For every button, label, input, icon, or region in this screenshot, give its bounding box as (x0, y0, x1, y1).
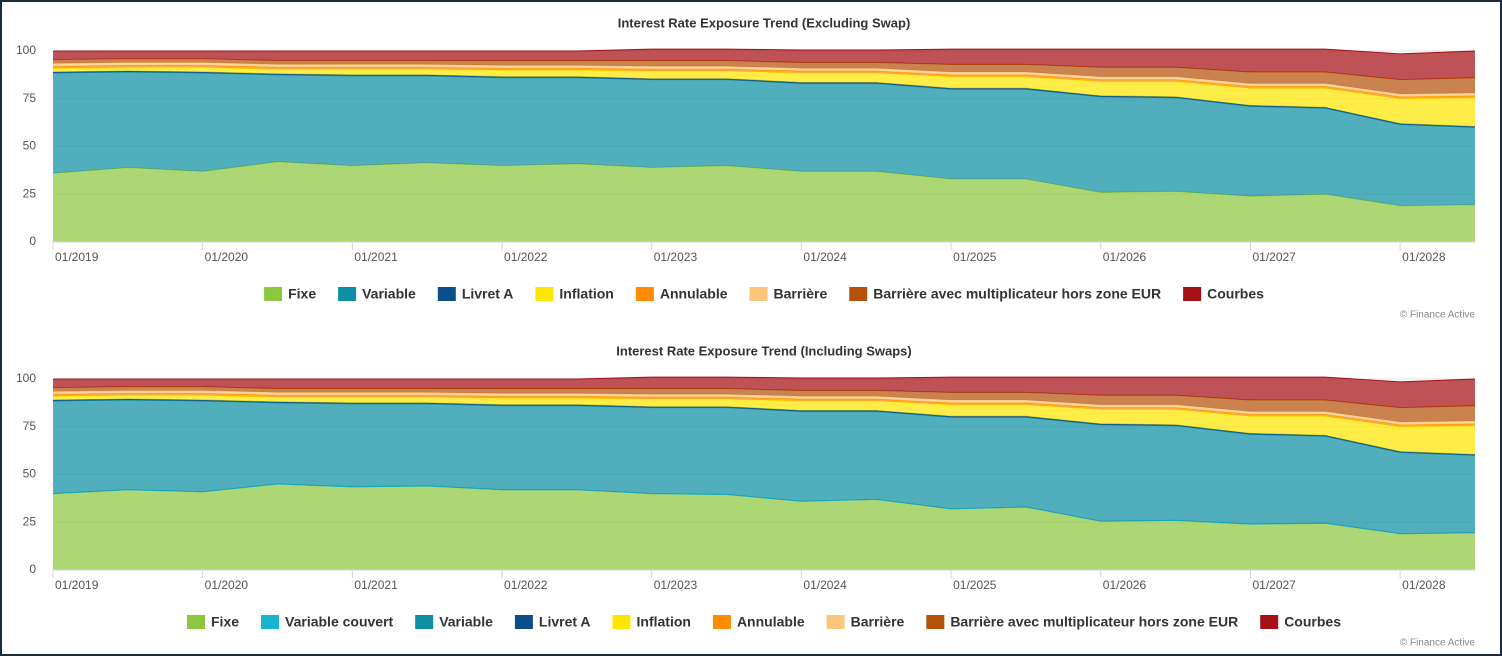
legend-swatch (926, 615, 945, 629)
y-tick-label: 25 (23, 186, 37, 200)
legend-swatch (338, 287, 357, 301)
x-tick-label: 01/2028 (1402, 250, 1446, 264)
area (53, 399, 1475, 456)
x-tick-label: 01/2019 (55, 250, 99, 264)
area (53, 71, 1475, 128)
x-tick-label: 01/2022 (504, 250, 548, 264)
chart-title: Interest Rate Exposure Trend (Including … (616, 343, 911, 358)
y-tick-label: 100 (16, 371, 36, 385)
area (53, 161, 1475, 242)
legend-swatch (415, 615, 434, 629)
legend: Fixe Variable couvert Variable Livret A Infl… (187, 614, 1341, 630)
y-tick-label: 100 (16, 43, 36, 57)
area (53, 62, 1475, 97)
area (53, 390, 1475, 425)
legend-label: Barrière (774, 286, 828, 302)
legend-swatch (261, 615, 280, 629)
legend-label: Barrière avec multiplicateur hors zone E… (950, 614, 1238, 630)
x-tick-label: 01/2022 (504, 578, 548, 592)
legend-swatch (712, 615, 731, 629)
legend-swatch (437, 287, 456, 301)
legend: Fixe Variable Livret A Inflation Annulable Ba… (264, 286, 1264, 302)
x-tick-label: 01/2024 (803, 578, 847, 592)
legend-label: Livret A (539, 614, 591, 630)
x-tick-label: 01/2026 (1103, 250, 1147, 264)
x-tick-label: 01/2019 (55, 578, 99, 592)
legend-label: Annulable (660, 286, 728, 302)
y-tick-label: 50 (23, 139, 37, 153)
credit: © Finance Active (1400, 310, 1476, 321)
chart-title: Interest Rate Exposure Trend (Excluding … (618, 15, 911, 30)
legend-swatch (749, 287, 768, 301)
legend-label: Courbes (1207, 286, 1264, 302)
legend-label: Annulable (737, 614, 805, 630)
x-tick-label: 01/2021 (354, 250, 398, 264)
x-tick-label: 01/2023 (654, 250, 698, 264)
legend-label: Variable (362, 286, 416, 302)
area (53, 377, 1475, 408)
legend-label: Livret A (462, 286, 514, 302)
legend-label: Inflation (637, 614, 691, 630)
legend-swatch (612, 615, 631, 629)
x-tick-label: 01/2020 (205, 578, 249, 592)
legend-label: Barrière (851, 614, 905, 630)
area (53, 400, 1475, 534)
area-line (53, 376, 1476, 383)
x-tick-label: 01/2023 (654, 578, 698, 592)
y-tick-label: 0 (29, 562, 36, 576)
credit: © Finance Active (1400, 638, 1476, 649)
legend-swatch (514, 615, 533, 629)
legend-label: Variable couvert (285, 614, 394, 630)
x-tick-label: 01/2024 (803, 250, 847, 264)
legend-swatch (849, 287, 868, 301)
x-tick-label: 01/2025 (953, 250, 997, 264)
legend-swatch (635, 287, 654, 301)
area (53, 72, 1475, 206)
legend-label: Courbes (1284, 614, 1341, 630)
y-tick-label: 0 (29, 234, 36, 248)
legend-swatch (826, 615, 845, 629)
legend-swatch (535, 287, 554, 301)
x-tick-label: 01/2028 (1402, 578, 1446, 592)
legend-swatch (1183, 287, 1202, 301)
y-tick-label: 75 (23, 419, 37, 433)
x-tick-label: 01/2020 (205, 250, 249, 264)
area-line (52, 70, 1476, 127)
area (53, 393, 1475, 427)
legend-swatch (187, 615, 206, 629)
y-tick-label: 50 (23, 467, 37, 481)
y-tick-label: 75 (23, 91, 37, 105)
legend-label: Inflation (559, 286, 613, 302)
area (53, 484, 1475, 570)
area (53, 49, 1475, 80)
legend-label: Fixe (211, 614, 239, 630)
x-tick-label: 01/2027 (1252, 578, 1296, 592)
x-tick-label: 01/2027 (1252, 250, 1296, 264)
legend-swatch (1260, 615, 1279, 629)
y-tick-label: 25 (23, 514, 37, 528)
x-tick-label: 01/2025 (953, 578, 997, 592)
legend-label: Barrière avec multiplicateur hors zone E… (873, 286, 1161, 302)
legend-label: Variable (439, 614, 493, 630)
legend-label: Fixe (288, 286, 316, 302)
x-tick-label: 01/2021 (354, 578, 398, 592)
legend-swatch (264, 287, 283, 301)
area-line (53, 48, 1476, 55)
x-tick-label: 01/2026 (1103, 578, 1147, 592)
